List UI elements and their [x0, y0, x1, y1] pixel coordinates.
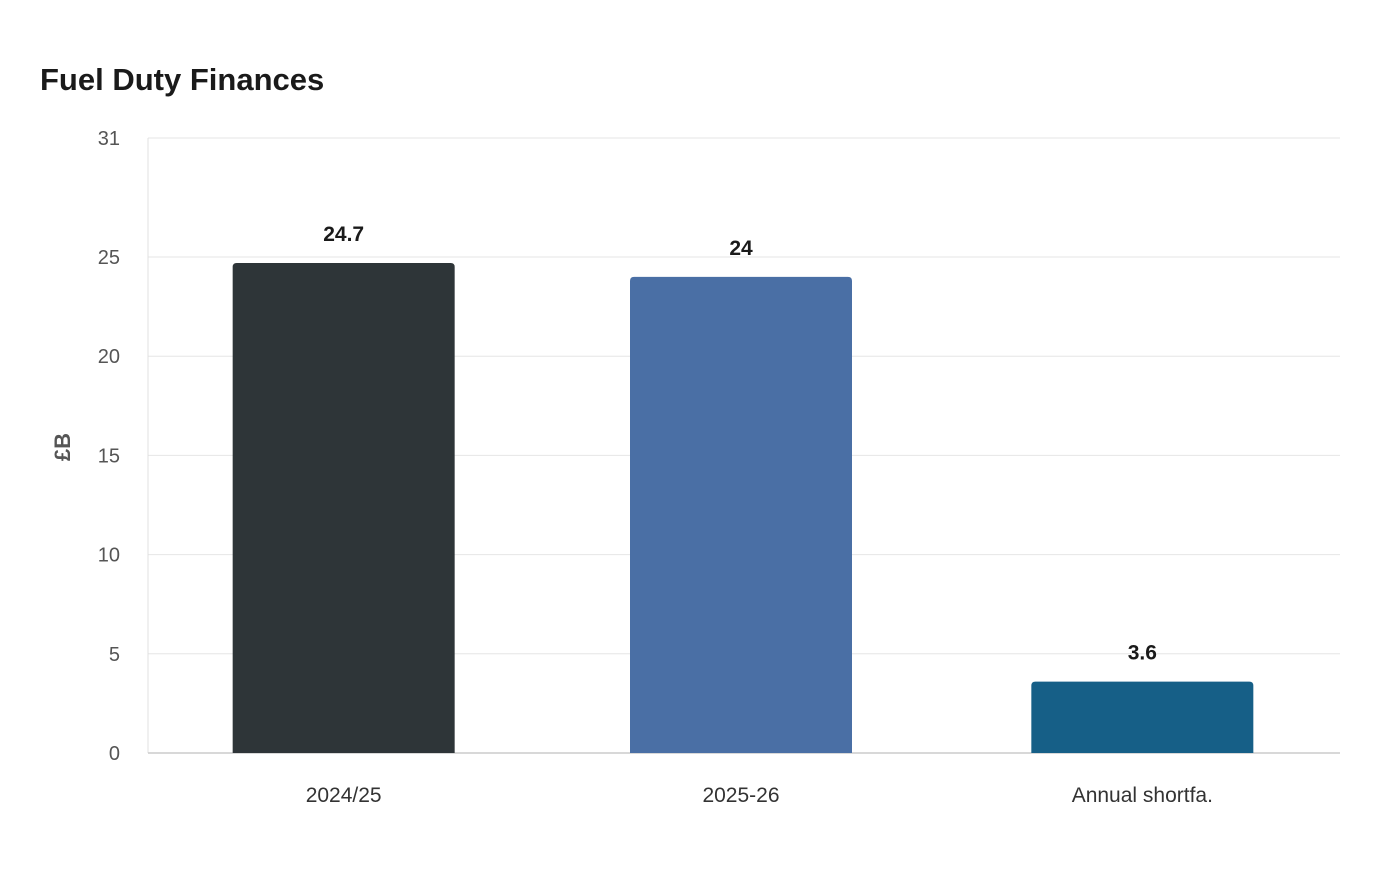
y-tick-label: 25 — [98, 247, 120, 269]
labels: 0 5 10 15 20 25 31 24.7 2024/25 24 2025-26 3.6 Annua… — [98, 128, 1213, 807]
x-category-label: 2025-26 — [702, 784, 779, 807]
chart-title: Fuel Duty Finances — [40, 62, 325, 97]
y-tick-label: 5 — [109, 644, 120, 666]
x-category-label: Annual shortfa. — [1072, 784, 1213, 807]
bar-3 — [1031, 681, 1254, 753]
y-axis-label: £B — [50, 433, 75, 461]
x-category-label: 2024/25 — [306, 784, 382, 807]
bars — [232, 262, 1254, 753]
bar-value-label: 24.7 — [323, 223, 364, 246]
y-tick-label: 10 — [98, 545, 120, 567]
y-tick-label: 15 — [98, 445, 120, 467]
bar-2 — [630, 276, 852, 753]
bar-value-label: 24 — [729, 237, 753, 260]
bar-1 — [232, 262, 455, 753]
bar-value-label: 3.6 — [1128, 642, 1157, 665]
y-tick-label: 20 — [98, 346, 120, 368]
y-tick-label: 31 — [98, 128, 120, 150]
y-tick-label: 0 — [109, 743, 120, 765]
